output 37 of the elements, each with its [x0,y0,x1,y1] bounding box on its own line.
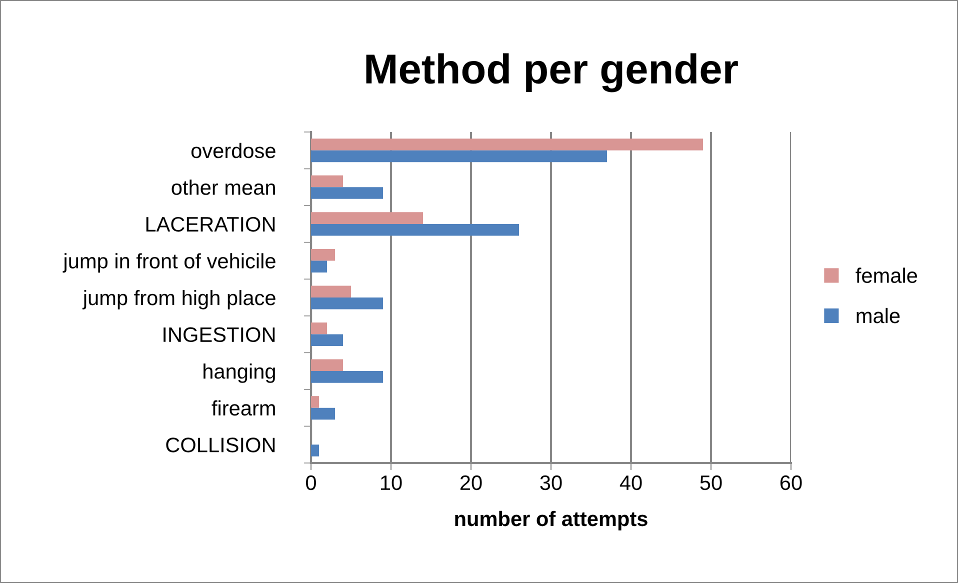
bar [311,396,319,408]
bar [311,322,327,334]
bar [311,138,703,150]
bar [311,286,351,298]
x-tick-label: 50 [700,475,722,490]
bar [311,408,335,420]
legend-label: female [856,268,918,283]
x-axis-title: number of attempts [455,510,648,530]
chart-title: Method per gender [366,53,738,92]
legend-label: male [856,308,900,324]
bar [311,175,343,188]
y-tick-label: INGESTION [164,327,275,342]
x-tick-label: 0 [306,475,316,490]
y-tick-label: COLLISION [166,438,275,452]
bar [311,334,343,346]
bar [311,187,383,199]
bar [311,359,343,372]
bar [311,224,519,236]
bar [311,371,383,383]
x-tick-label: 30 [540,475,562,490]
y-tick-label: jump from high place [82,290,276,310]
x-tick-label: 40 [620,475,642,490]
x-tick-label: 10 [381,475,402,490]
bar [311,150,607,162]
bar [311,298,383,310]
bar [311,248,335,261]
y-tick-label: LACERATION [146,216,275,232]
y-tick-label: firearm [212,400,275,416]
bar [311,212,423,224]
bar [311,260,327,272]
x-tick-label: 20 [460,475,482,490]
y-tick-label: jump in front of vehicile [62,253,276,273]
y-tick-label: other mean [172,180,275,195]
bar [311,444,319,456]
y-tick-label: hanging [204,364,275,383]
y-tick-label: overdose [191,142,276,158]
x-tick-label: 60 [780,475,802,490]
